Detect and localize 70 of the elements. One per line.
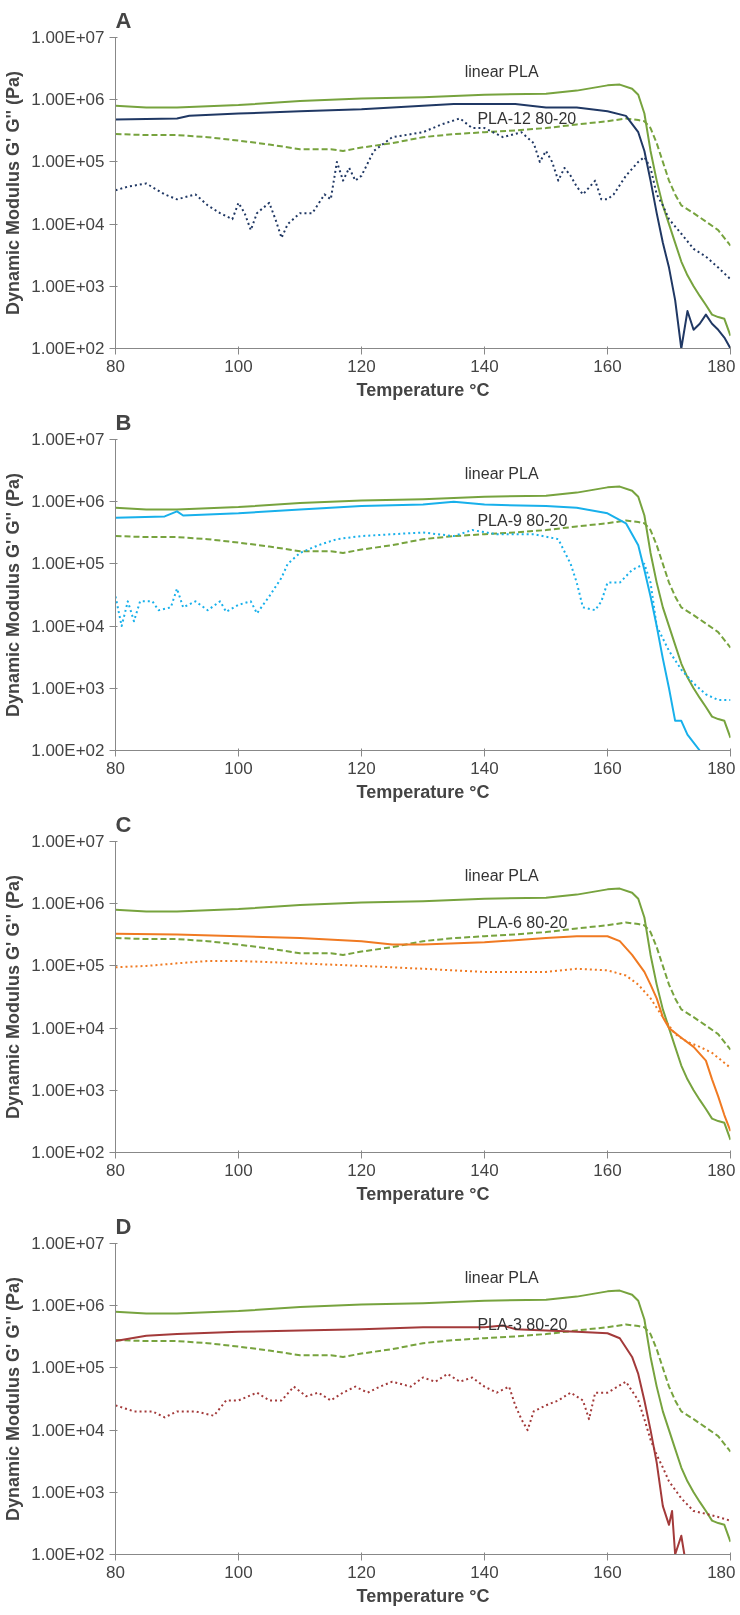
chart-title: A [115,7,132,33]
x-tick-label: 180 [707,1562,736,1582]
chart-title: B [115,409,132,435]
x-axis-title: Temperature °C [356,379,490,400]
y-tick-label: 1.00E+02 [31,1545,105,1564]
y-axis-title: Dynamic Modulus G' G'' (Pa) [3,473,24,717]
y-tick-label: 1.00E+05 [31,1358,105,1378]
x-tick-label: 160 [593,356,622,376]
x-tick-label: 140 [470,356,499,376]
line-series [115,1289,731,1543]
x-tick-label: 160 [593,1562,622,1582]
x-axis-title: Temperature °C [356,1585,490,1606]
annotation: linear PLA [464,465,539,483]
x-tick-label: 140 [470,1160,499,1180]
y-tick-label: 1.00E+06 [31,90,105,110]
y-tick-label: 1.00E+05 [31,152,105,172]
y-tick-label: 1.00E+03 [31,276,105,296]
y-tick-label: 1.00E+05 [31,554,105,574]
x-tick-label: 180 [707,356,736,376]
chart-title: D [115,1213,132,1239]
x-axis-title: Temperature °C [356,781,490,802]
chart-title: C [115,811,132,837]
y-tick-label: 1.00E+03 [31,1482,105,1502]
y-tick-label: 1.00E+03 [31,678,105,698]
y-tick-label: 1.00E+02 [31,339,105,358]
y-tick-label: 1.00E+04 [31,616,105,636]
annotation: PLA-9 80-20 [477,511,568,529]
y-axis-title: Dynamic Modulus G' G'' (Pa) [3,71,24,315]
line-series [115,887,731,1141]
annotation: linear PLA [464,1269,539,1287]
y-tick-label: 1.00E+02 [31,741,105,760]
x-tick-label: 80 [106,356,125,376]
y-tick-label: 1.00E+04 [31,214,105,234]
x-tick-label: 100 [224,1562,253,1582]
x-tick-label: 140 [470,1562,499,1582]
annotation: PLA-6 80-20 [477,913,568,931]
y-tick-label: 1.00E+07 [31,832,105,851]
x-tick-label: 120 [347,356,376,376]
annotation: linear PLA [464,867,539,885]
y-tick-label: 1.00E+06 [31,894,105,914]
y-tick-label: 1.00E+07 [31,1234,105,1253]
x-axis-title: Temperature °C [356,1183,490,1204]
x-tick-label: 120 [347,1160,376,1180]
x-tick-label: 120 [347,1562,376,1582]
y-axis-title: Dynamic Modulus G' G'' (Pa) [3,1277,24,1521]
x-tick-label: 80 [106,1562,125,1582]
y-axis-title: Dynamic Modulus G' G'' (Pa) [3,875,24,1119]
x-tick-label: 160 [593,1160,622,1180]
x-tick-label: 100 [224,758,253,778]
x-tick-label: 180 [707,1160,736,1180]
y-tick-label: 1.00E+07 [31,28,105,47]
y-tick-label: 1.00E+04 [31,1420,105,1440]
y-tick-label: 1.00E+06 [31,492,105,512]
annotation: PLA-12 80-20 [477,109,577,127]
x-tick-label: 140 [470,758,499,778]
y-tick-label: 1.00E+03 [31,1080,105,1100]
x-tick-label: 80 [106,758,125,778]
line-series [115,932,731,1133]
x-tick-label: 180 [707,758,736,778]
x-tick-label: 120 [347,758,376,778]
x-tick-label: 80 [106,1160,125,1180]
y-tick-label: 1.00E+02 [31,1143,105,1162]
x-tick-label: 100 [224,1160,253,1180]
y-tick-label: 1.00E+04 [31,1018,105,1038]
x-tick-label: 160 [593,758,622,778]
y-tick-label: 1.00E+07 [31,430,105,449]
y-tick-label: 1.00E+05 [31,956,105,976]
annotation: linear PLA [464,63,539,81]
y-tick-label: 1.00E+06 [31,1296,105,1316]
x-tick-label: 100 [224,356,253,376]
